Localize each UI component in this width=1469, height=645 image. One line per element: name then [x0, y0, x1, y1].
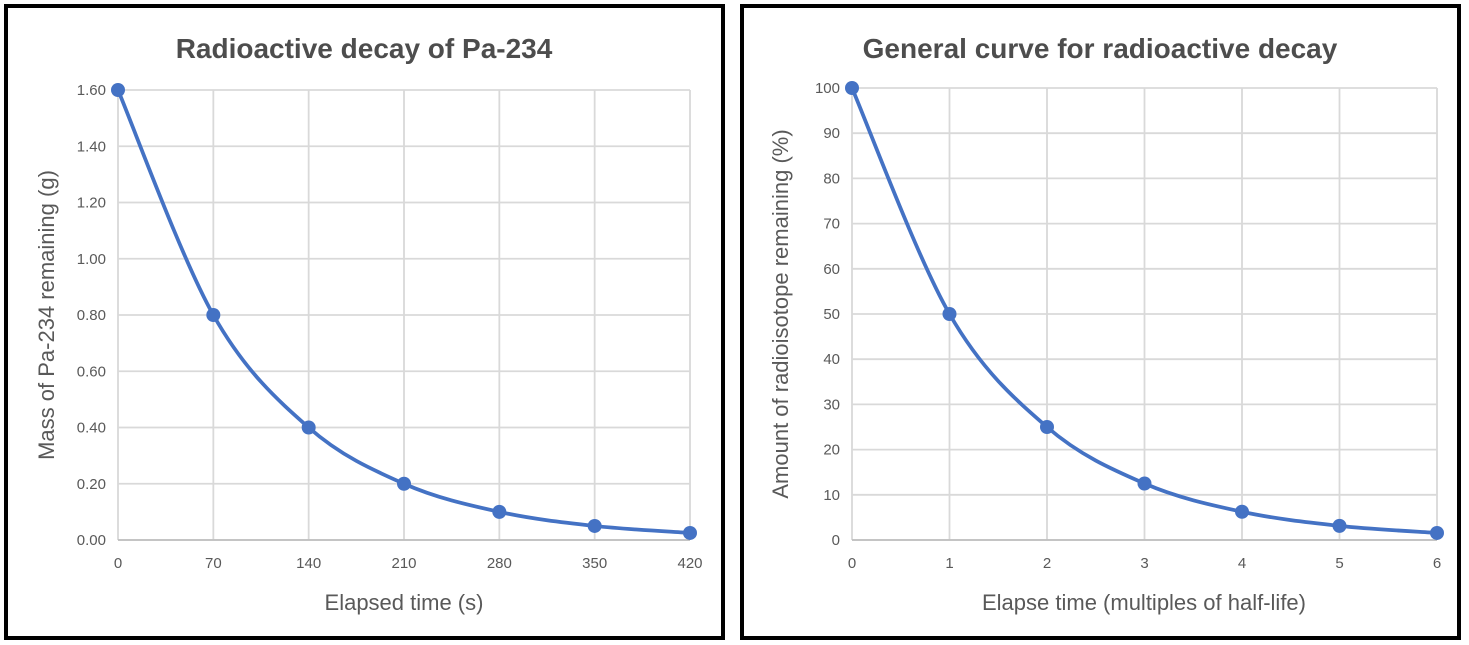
x-tick-label: 6 [1433, 555, 1441, 572]
y-tick-label: 10 [823, 487, 840, 504]
chart-panel-general-decay: General curve for radioactive decay Amou… [740, 4, 1461, 640]
y-tick-label: 1.60 [77, 82, 106, 99]
y-tick-label: 80 [823, 170, 840, 187]
y-tick-label: 90 [823, 125, 840, 142]
y-tick-label: 0.40 [77, 420, 106, 437]
data-point-marker [397, 476, 411, 491]
y-tick-label: 60 [823, 261, 840, 278]
y-tick-label: 0.60 [77, 363, 106, 380]
x-tick-label: 70 [205, 555, 222, 572]
data-point-marker [206, 308, 221, 322]
chart-panel-pa234-decay: Radioactive decay of Pa-234 Mass of Pa-2… [4, 4, 725, 640]
y-tick-label: 0 [832, 532, 840, 549]
y-axis-label: Amount of radioisotope remaining (%) [768, 129, 793, 498]
y-tick-label: 0.20 [77, 476, 106, 493]
pa234-decay-chart: Radioactive decay of Pa-234 Mass of Pa-2… [34, 33, 703, 615]
x-tick-label: 2 [1043, 555, 1051, 572]
x-tick-label: 5 [1335, 555, 1343, 572]
x-axis-label: Elapse time (multiples of half-life) [982, 590, 1306, 615]
y-tick-label: 20 [823, 442, 840, 459]
y-tick-label: 1.20 [77, 195, 106, 212]
x-tick-label: 280 [487, 555, 512, 572]
y-tick-label: 0.00 [77, 532, 106, 549]
decay-curve [850, 86, 1439, 535]
x-tick-label: 0 [848, 555, 856, 572]
y-tick-label: 0.80 [77, 307, 106, 324]
general-decay-chart: General curve for radioactive decay Amou… [768, 33, 1444, 615]
chart-title: Radioactive decay of Pa-234 [176, 33, 553, 64]
data-point-marker [1235, 504, 1249, 519]
y-tick-label: 100 [815, 80, 840, 97]
data-point-marker [1430, 525, 1444, 540]
data-point-marker [942, 307, 957, 321]
chart-title: General curve for radioactive decay [863, 33, 1338, 64]
y-tick-label: 40 [823, 351, 840, 368]
x-tick-label: 210 [391, 555, 416, 572]
x-tick-label: 0 [114, 555, 122, 572]
y-tick-label: 30 [823, 396, 840, 413]
y-axis-label: Mass of Pa-234 remaining (g) [34, 170, 59, 460]
data-point-marker [111, 83, 125, 97]
x-tick-label: 140 [296, 555, 321, 572]
data-point-marker [1137, 476, 1152, 491]
x-tick-label: 420 [677, 555, 702, 572]
y-tick-label: 1.00 [77, 251, 106, 268]
y-tick-label: 1.40 [77, 138, 106, 155]
x-tick-label: 1 [945, 555, 953, 572]
x-tick-label: 3 [1140, 555, 1148, 572]
plot-area: 0 70 140 210 280 350 420 0.00 0.20 0.40 0.60 0.80 1.… [77, 82, 703, 572]
data-point-marker [1040, 420, 1054, 434]
data-point-marker [683, 525, 697, 540]
x-tick-label: 4 [1238, 555, 1246, 572]
data-point-marker [492, 504, 507, 519]
y-tick-label: 50 [823, 306, 840, 323]
y-tick-label: 70 [823, 216, 840, 233]
data-point-marker [587, 518, 602, 533]
data-point-marker [1332, 518, 1347, 533]
x-axis-label: Elapsed time (s) [325, 590, 484, 615]
data-point-marker [301, 420, 316, 435]
x-tick-label: 350 [582, 555, 607, 572]
data-point-marker [845, 81, 859, 95]
